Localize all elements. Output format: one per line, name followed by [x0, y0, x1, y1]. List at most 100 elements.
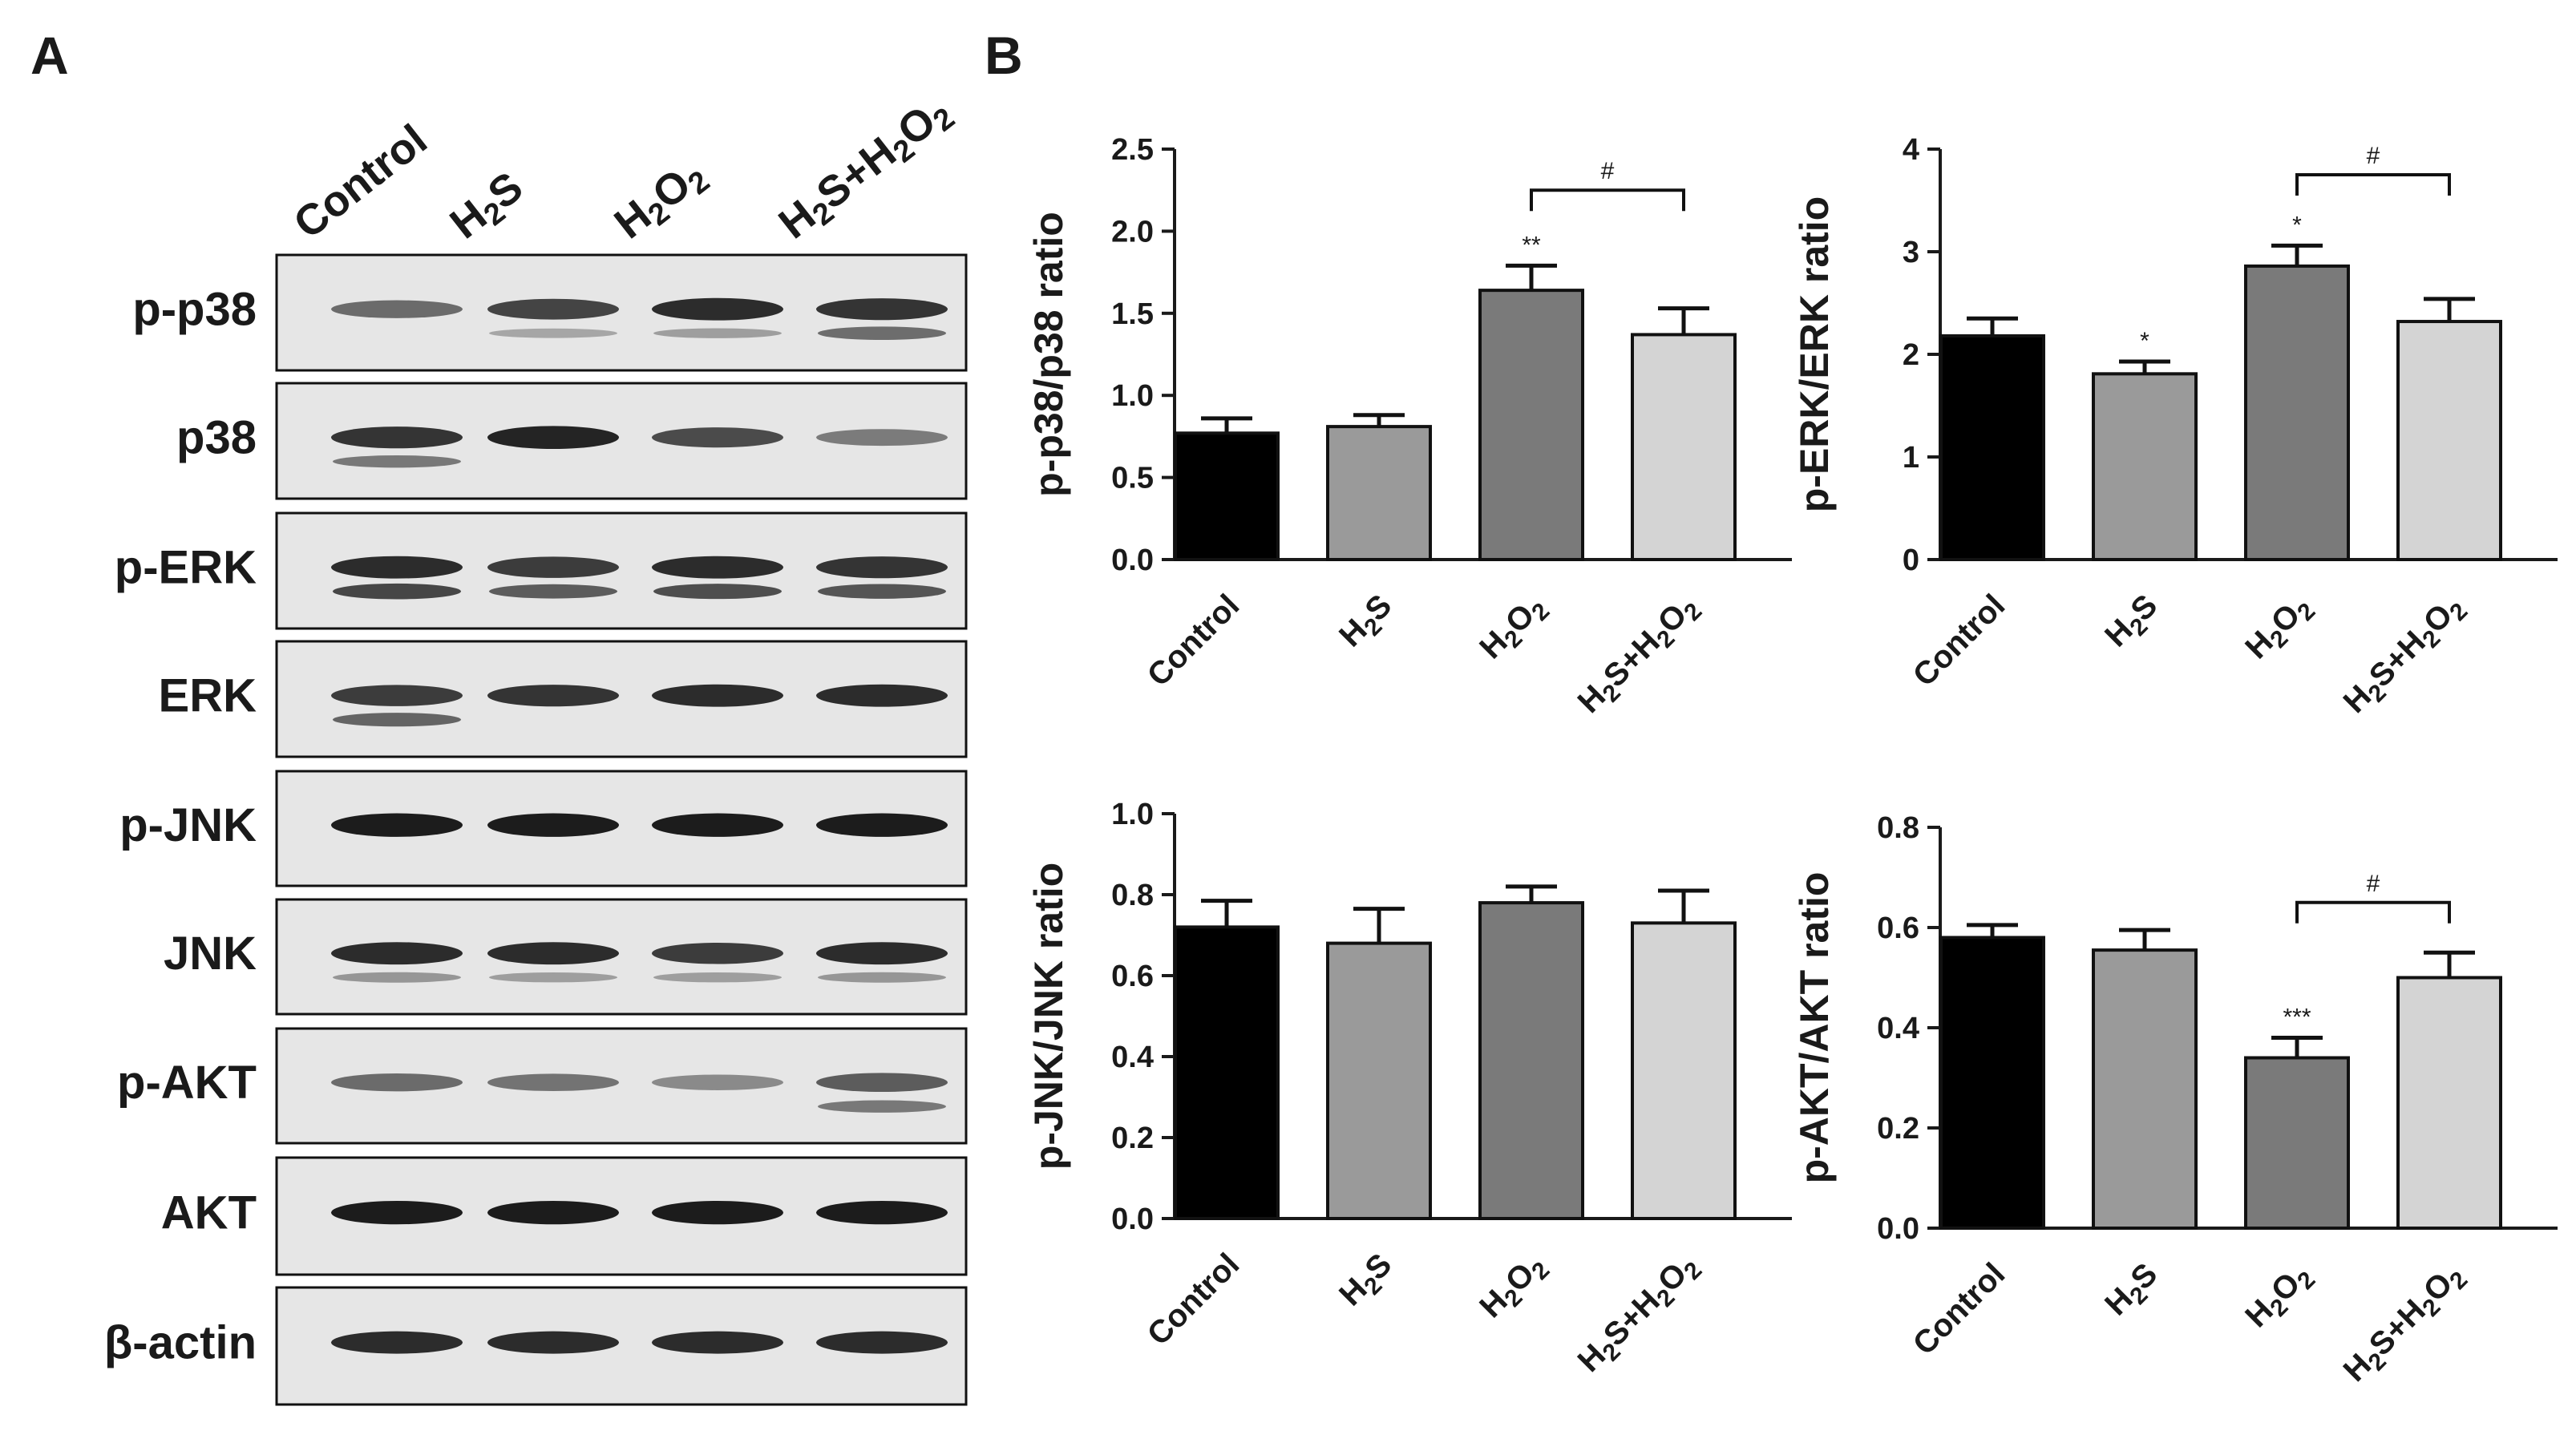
- bar-h2s-h2o2: [1631, 333, 1737, 561]
- blot-band: [652, 684, 783, 707]
- blot-band: [487, 685, 619, 707]
- blot-band-lower: [818, 1100, 946, 1113]
- y-tick-label: 0.5: [1111, 462, 1154, 495]
- bar-h2s-h2o2: [1631, 921, 1737, 1220]
- x-category-label-h2s: H2S: [2098, 1256, 2168, 1326]
- chart-p-p38-ratio: 0.0 0.5 1.0 1.5 2.0 2.5 p-p38/p38 ratio Control…: [1026, 133, 1792, 720]
- y-tick-label: 0.6: [1111, 960, 1154, 993]
- blot-band: [816, 942, 948, 965]
- bar-h2o2: [1478, 289, 1584, 561]
- x-category-label-control: Control: [1141, 1247, 1247, 1352]
- x-category-label-h2s: H2S: [2098, 588, 2168, 657]
- blot-band: [331, 813, 463, 837]
- blot-row-label-p-akt: p-AKT: [117, 1057, 257, 1109]
- x-category-label-control: Control: [1907, 588, 2012, 693]
- y-tick-label: 0.0: [1111, 1202, 1154, 1236]
- x-category-label-control: Control: [1907, 1256, 2012, 1362]
- blot-row-label-jnk: JNK: [164, 928, 257, 980]
- western-blot-panel: Control H2S H2O2 H2S+H2O2 p-p38 p38 p-ERK ERK p-…: [104, 87, 968, 1406]
- y-tick-label: 1: [1903, 441, 1919, 475]
- significance-mark: ***: [2283, 1004, 2311, 1031]
- blot-lane-label-h2s-h2o2: H2S+H2O2: [770, 87, 960, 253]
- x-category-label-h2o2: H2O2: [2238, 588, 2320, 669]
- blot-band: [487, 813, 619, 837]
- blot-row-label-erk: ERK: [159, 670, 257, 722]
- bar-h2s: [2092, 372, 2198, 561]
- y-tick-label: 1.0: [1111, 798, 1154, 831]
- blot-band: [816, 1331, 948, 1354]
- blot-band: [487, 1073, 619, 1092]
- blot-band: [652, 427, 783, 448]
- bar-control: [1174, 431, 1280, 562]
- blot-band: [816, 429, 948, 447]
- blot-band-lower: [333, 583, 461, 600]
- y-tick-label: 0.0: [1877, 1212, 1919, 1246]
- significance-mark: *: [2140, 328, 2149, 354]
- x-category-label-h2s-h2o2: H2S+H2O2: [1571, 1247, 1708, 1383]
- y-axis-title: p-p38/p38 ratio: [1026, 212, 1071, 497]
- comparison-label: #: [2367, 143, 2380, 169]
- blot-band-lower: [489, 328, 617, 338]
- blot-band: [331, 685, 463, 706]
- blot-band: [487, 1331, 619, 1354]
- blot-band-lower: [653, 972, 782, 983]
- blot-band: [331, 942, 463, 965]
- x-category-label-h2o2: H2O2: [1473, 588, 1555, 669]
- y-tick-label: 0.0: [1111, 544, 1154, 577]
- bar-h2s-h2o2: [2396, 320, 2502, 561]
- comparison-bracket: [1530, 188, 1685, 212]
- x-category-label-h2s: H2S: [1332, 588, 1402, 657]
- blot-band: [331, 556, 463, 579]
- chart-p-jnk-ratio: 0.0 0.2 0.4 0.6 0.8 1.0 p-JNK/JNK ratio Control…: [1026, 798, 1792, 1383]
- blot-band: [652, 942, 783, 964]
- y-tick-label: 0.8: [1111, 879, 1154, 912]
- y-tick-label: 4: [1903, 133, 1919, 167]
- y-axis-title: p-ERK/ERK ratio: [1792, 196, 1837, 512]
- blot-lane-label-h2o2: H2O2: [605, 149, 716, 252]
- y-tick-label: 2: [1903, 338, 1919, 372]
- bar-h2s-h2o2: [2396, 976, 2502, 1230]
- chart-p-akt-ratio: 0.0 0.2 0.4 0.6 0.8 p-AKT/AKT ratio Control H2S…: [1792, 811, 2558, 1392]
- chart-p-erk-ratio: 0 1 2 3 4 p-ERK/ERK ratio Control * H2S * H2O2H2S+…: [1792, 133, 2558, 720]
- blot-row-label-p-p38: p-p38: [132, 284, 257, 336]
- significance-mark: **: [1522, 232, 1541, 258]
- bar-h2s: [1326, 941, 1432, 1220]
- bar-h2s: [1326, 425, 1432, 561]
- x-category-label-h2s-h2o2: H2S+H2O2: [2337, 1256, 2473, 1392]
- y-tick-label: 0.2: [1111, 1122, 1154, 1155]
- blot-band: [652, 1200, 783, 1225]
- y-tick-label: 0.4: [1111, 1041, 1154, 1074]
- bar-h2o2: [2244, 1056, 2350, 1230]
- blot-band-lower: [489, 584, 617, 599]
- bar-h2o2: [2244, 264, 2350, 561]
- significance-mark: *: [2292, 212, 2302, 238]
- y-tick-label: 0.4: [1877, 1012, 1919, 1045]
- blot-band: [487, 1200, 619, 1225]
- panel-a-letter: A: [30, 26, 69, 85]
- blot-band-lower: [333, 713, 461, 727]
- bar-control: [1174, 925, 1280, 1221]
- y-tick-label: 0: [1903, 544, 1919, 577]
- blot-band-lower: [333, 972, 461, 983]
- blot-band: [487, 556, 619, 578]
- blot-band: [652, 813, 783, 837]
- blot-band-lower: [489, 972, 617, 983]
- bar-h2o2: [1478, 901, 1584, 1220]
- x-category-label-h2s: H2S: [1332, 1247, 1402, 1316]
- y-tick-label: 0.6: [1877, 911, 1919, 945]
- blot-band: [331, 1073, 463, 1092]
- blot-band: [652, 297, 783, 321]
- y-tick-label: 3: [1903, 236, 1919, 269]
- blot-band-lower: [653, 584, 782, 600]
- comparison-bracket: [2295, 900, 2451, 924]
- x-category-label-control: Control: [1141, 588, 1247, 693]
- blot-band: [331, 300, 463, 318]
- blot-band-lower: [818, 326, 946, 340]
- y-tick-label: 1.0: [1111, 379, 1154, 413]
- comparison-label: #: [2367, 871, 2380, 897]
- blot-row-label-p38: p38: [176, 412, 257, 464]
- blot-band: [816, 556, 948, 579]
- blot-band: [816, 813, 948, 837]
- blot-row-label-beta-actin: β-actin: [104, 1317, 257, 1369]
